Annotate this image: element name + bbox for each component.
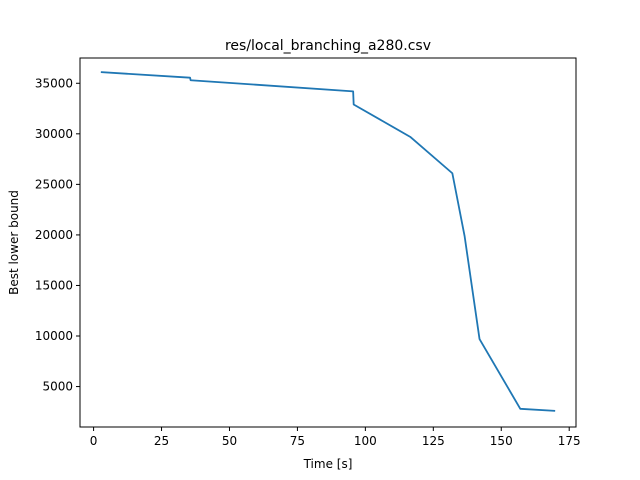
x-tick-label: 0 [90,434,98,448]
y-tick-label: 15000 [35,278,73,292]
x-tick-label: 75 [290,434,305,448]
plot-area: 5000 10000 15000 20000 25000 30000 35000 0 25 50… [35,57,581,448]
x-tick-label: 50 [222,434,237,448]
y-axis-label: Best lower bound [7,190,21,295]
x-tick-label: 175 [558,434,581,448]
y-tick-label: 5000 [42,380,73,394]
x-axis-ticks: 0 25 50 75 100 125 150 175 [90,427,581,448]
series-line [100,71,556,412]
x-tick-label: 100 [354,434,377,448]
chart-title: res/local_branching_a280.csv [225,38,431,54]
y-tick-label: 10000 [35,329,73,343]
y-axis-ticks: 5000 10000 15000 20000 25000 30000 35000 [35,76,80,394]
y-tick-label: 30000 [35,127,73,141]
series-layer [100,71,556,412]
x-axis-label: Time [s] [303,457,353,471]
x-tick-label: 150 [490,434,513,448]
y-tick-label: 35000 [35,76,73,90]
x-tick-label: 125 [422,434,445,448]
x-tick-label: 25 [154,434,169,448]
y-tick-label: 20000 [35,228,73,242]
plot-frame [79,57,577,428]
y-tick-label: 25000 [35,177,73,191]
